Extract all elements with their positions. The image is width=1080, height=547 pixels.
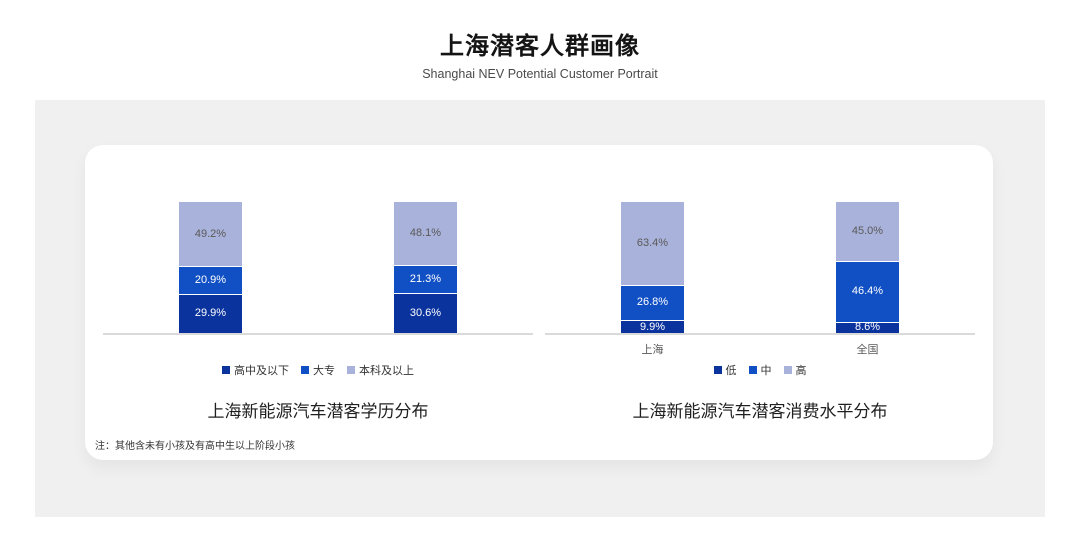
education-plot-area: 49.2% 20.9% 29.9% 48.1% 21.3% 30.6% (103, 202, 533, 335)
legend-label: 低 (725, 365, 737, 377)
footnote: 注：其他含未有小孩及有高中生以上阶段小孩 (95, 441, 295, 452)
legend-marker-icon (222, 366, 230, 374)
x-axis-label: 上海 (641, 344, 664, 356)
stacked-bar: 48.1% 21.3% 30.6% (394, 202, 457, 333)
consumption-legend: 低中高 (545, 363, 975, 377)
bar-segment: 48.1% (394, 202, 457, 266)
legend-marker-icon (347, 366, 355, 374)
legend-item: 中 (748, 362, 772, 378)
bar-segment: 45.0% (836, 202, 899, 261)
legend-marker-icon (301, 366, 309, 374)
content-panel: 49.2% 20.9% 29.9% 48.1% 21.3% 30.6% 高中及以下 大专 本科… (35, 100, 1045, 517)
legend-label: 本科及以上 (359, 365, 414, 377)
segment-value-label: 26.8% (636, 296, 669, 309)
bar-segment: 30.6% (394, 292, 457, 333)
bar-segment: 8.6% (836, 321, 899, 334)
education-legend: 高中及以下 大专 本科及以上 (103, 363, 533, 377)
segment-value-label: 45.0% (851, 224, 884, 237)
consumption-x-axis: 上海 全国 (545, 335, 975, 356)
consumption-chart-title: 上海新能源汽车潜客消费水平分布 (632, 402, 888, 421)
segment-value-label: 63.4% (636, 236, 669, 249)
stacked-bar: 63.4% 26.8% 9.9% (621, 201, 684, 333)
segment-value-label: 8.6% (854, 321, 881, 334)
consumption-level-chart: 63.4% 26.8% 9.9% 45.0% 46.4% 8.6% 上海 全国 低 中 高 上海… (545, 201, 975, 422)
education-chart-title: 上海新能源汽车潜客学历分布 (207, 402, 429, 421)
legend-item: 大专 (301, 362, 335, 378)
stacked-bar: 49.2% 20.9% 29.9% (179, 202, 242, 333)
bar-segment: 26.8% (621, 284, 684, 321)
bar-segment: 46.4% (836, 260, 899, 322)
legend-label: 高中及以下 (234, 365, 289, 377)
legend-item: 低 (713, 362, 737, 378)
segment-value-label: 30.6% (409, 306, 442, 319)
bar-segment: 49.2% (179, 202, 242, 267)
legend-marker-icon (713, 366, 722, 374)
bar-segment: 29.9% (179, 293, 242, 333)
legend-item: 高中及以下 (222, 362, 289, 378)
legend-item: 高 (783, 362, 807, 378)
segment-value-label: 48.1% (409, 227, 442, 240)
education-x-axis (103, 335, 533, 355)
bar-segment: 9.9% (621, 320, 684, 333)
legend-label: 大专 (313, 365, 335, 377)
legend-marker-icon (748, 366, 757, 374)
chart-card: 49.2% 20.9% 29.9% 48.1% 21.3% 30.6% 高中及以下 大专 本科… (85, 145, 993, 460)
bar-segment: 20.9% (179, 266, 242, 294)
legend-item: 本科及以上 (347, 362, 414, 378)
page-subtitle: Shanghai NEV Potential Customer Portrait (422, 67, 658, 81)
stacked-bar: 45.0% 46.4% 8.6% (836, 202, 899, 333)
bar-segment: 63.4% (621, 201, 684, 285)
page-title: 上海潜客人群画像 (440, 33, 640, 60)
segment-value-label: 49.2% (194, 227, 227, 240)
segment-value-label: 29.9% (194, 307, 227, 320)
legend-label: 高 (795, 365, 807, 377)
legend-label: 中 (760, 365, 772, 377)
bar-segment: 21.3% (394, 265, 457, 293)
consumption-plot-area: 63.4% 26.8% 9.9% 45.0% 46.4% 8.6% (545, 201, 975, 335)
education-distribution-chart: 49.2% 20.9% 29.9% 48.1% 21.3% 30.6% 高中及以下 大专 本科… (103, 202, 533, 422)
legend-marker-icon (783, 366, 792, 374)
x-axis-label: 全国 (856, 344, 879, 356)
segment-value-label: 46.4% (851, 285, 884, 298)
segment-value-label: 21.3% (409, 272, 442, 285)
segment-value-label: 20.9% (194, 274, 227, 287)
report-header: 上海潜客人群画像 Shanghai NEV Potential Customer… (0, 0, 1080, 81)
segment-value-label: 9.9% (639, 320, 666, 333)
